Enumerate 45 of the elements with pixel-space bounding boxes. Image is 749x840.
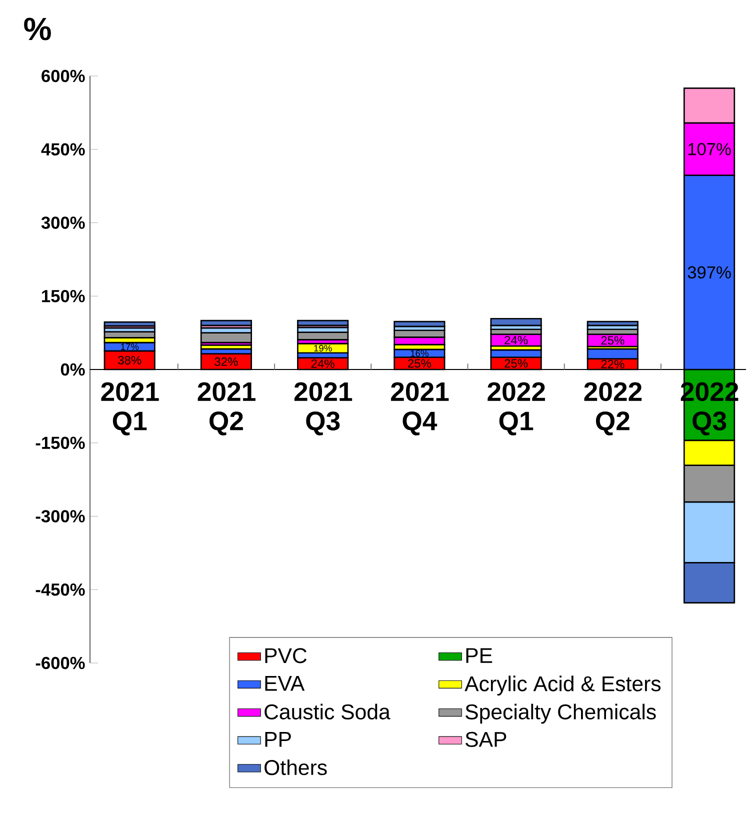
legend-label: SAP [466,732,506,748]
y-tick-label: -150% [36,436,85,450]
data-label: 24% [504,336,528,344]
data-label: 397% [688,266,731,279]
y-tick-label: 450% [41,143,85,156]
bar [394,320,446,328]
data-label: 32% [214,357,238,366]
data-label: 25% [408,359,432,368]
legend-label: Caustic Soda [264,704,390,720]
data-label: 25% [504,359,528,368]
y-tick-label: 150% [42,290,85,302]
x-tick-label: 2021 Q3 [294,382,352,436]
data-label: 16% [410,350,428,357]
y-tick-label: -300% [36,510,85,522]
y-tick-label: 0% [60,363,85,376]
bar [200,320,252,326]
legend-label: PE [466,648,492,663]
bar [104,321,156,327]
x-tick-label: 2022 Q2 [584,382,642,436]
data-label: 24% [311,359,334,368]
data-label: 38% [118,356,142,364]
bar [297,320,349,326]
y-axis-title: % [24,18,51,40]
legend-label: PVC [265,648,307,664]
x-tick-label: 2021 Q4 [391,382,449,436]
bar [200,332,252,344]
x-tick-label: 2021 Q1 [101,382,159,436]
x-tick-label: 2021 Q2 [198,382,256,436]
legend-label: Specialty Chemicals [466,704,656,724]
data-label: 25% [601,336,624,345]
y-tick-label: -600% [36,656,85,670]
legend-label: PP [265,732,291,747]
y-tick-label: 600% [42,70,85,82]
legend-label: Others [264,759,327,776]
bar [586,320,638,326]
x-tick-label: 2022 Q1 [488,382,545,436]
data-label: 17% [120,343,139,350]
bar [490,318,542,326]
data-label: 22% [601,360,624,368]
legend-label: Acrylic Acid & Esters [464,676,661,696]
legend-label: EVA [265,676,305,691]
y-tick-label: -450% [36,583,85,596]
data-label: 19% [314,344,332,352]
y-tick-label: 300% [41,216,85,229]
data-label: 107% [688,142,731,156]
